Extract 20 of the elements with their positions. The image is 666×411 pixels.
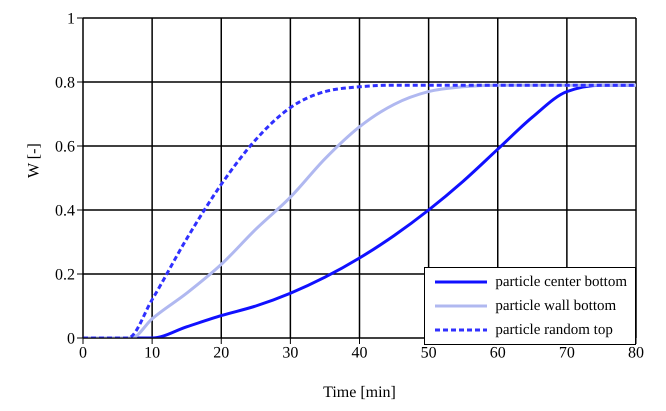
x-tick-label: 40 — [352, 344, 368, 362]
x-tick-label: 50 — [420, 344, 437, 362]
y-tick-label: 0 — [67, 330, 75, 348]
y-tick-label: 0.2 — [55, 266, 75, 284]
x-tick-label: 20 — [213, 344, 230, 362]
y-tick-label: 0.4 — [55, 202, 75, 220]
y-axis-title: W [-] — [26, 143, 43, 178]
x-tick-label: 10 — [144, 344, 160, 362]
x-tick-label: 0 — [79, 344, 87, 362]
y-tick-label: 0.8 — [55, 74, 75, 92]
legend-label: particle wall bottom — [495, 298, 616, 314]
x-tick-label: 80 — [628, 344, 644, 362]
x-tick-label: 60 — [490, 344, 506, 362]
x-axis-title: Time [min] — [323, 384, 396, 401]
legend-label: particle center bottom — [495, 274, 627, 290]
y-tick-label: 0.6 — [55, 138, 75, 156]
legend-label: particle random top — [495, 322, 613, 338]
x-tick-label: 70 — [558, 344, 575, 362]
y-tick-label: 1 — [67, 10, 75, 28]
x-tick-label: 30 — [282, 344, 298, 362]
